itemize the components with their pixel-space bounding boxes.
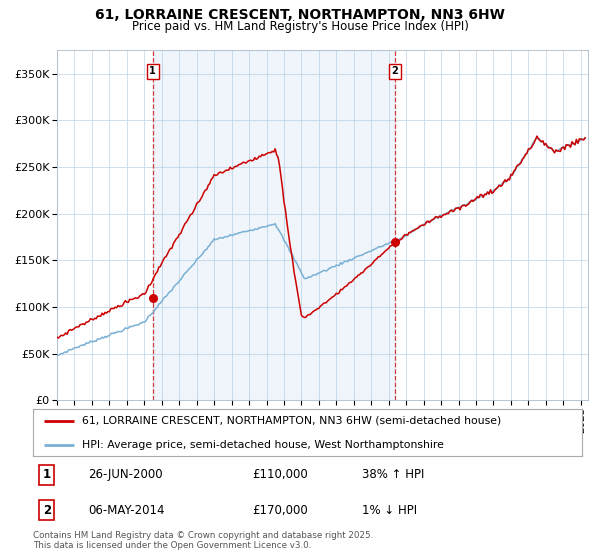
Text: 1% ↓ HPI: 1% ↓ HPI [362,504,418,517]
Text: £170,000: £170,000 [253,504,308,517]
Text: 2: 2 [43,504,51,517]
Text: 38% ↑ HPI: 38% ↑ HPI [362,468,425,482]
Text: 26-JUN-2000: 26-JUN-2000 [88,468,163,482]
Text: 1: 1 [149,66,156,76]
Text: HPI: Average price, semi-detached house, West Northamptonshire: HPI: Average price, semi-detached house,… [82,440,444,450]
Text: 61, LORRAINE CRESCENT, NORTHAMPTON, NN3 6HW: 61, LORRAINE CRESCENT, NORTHAMPTON, NN3 … [95,8,505,22]
Text: 1: 1 [43,468,51,482]
Bar [153,50,395,400]
Text: 2: 2 [391,66,398,76]
Text: 61, LORRAINE CRESCENT, NORTHAMPTON, NN3 6HW (semi-detached house): 61, LORRAINE CRESCENT, NORTHAMPTON, NN3 … [82,416,502,426]
Text: Contains HM Land Registry data © Crown copyright and database right 2025.
This d: Contains HM Land Registry data © Crown c… [33,531,373,550]
Text: Price paid vs. HM Land Registry's House Price Index (HPI): Price paid vs. HM Land Registry's House … [131,20,469,33]
Text: 06-MAY-2014: 06-MAY-2014 [88,504,164,517]
Text: £110,000: £110,000 [253,468,308,482]
